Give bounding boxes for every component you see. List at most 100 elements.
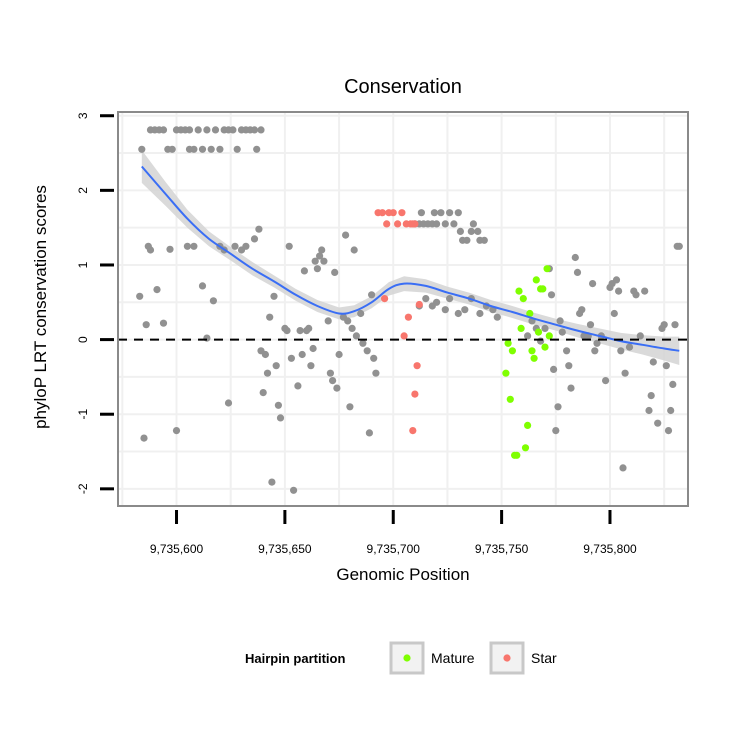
data-point-mature	[504, 339, 512, 347]
y-tick-label: 1	[76, 261, 90, 268]
y-axis: -2 -1 0 1 2 3	[76, 112, 114, 494]
data-point-other	[224, 399, 233, 407]
data-point-other	[250, 235, 259, 243]
smooth-trend-line	[141, 165, 680, 352]
x-axis: 9,735,600 9,735,650 9,735,700 9,735,750 9,73…	[150, 510, 637, 556]
data-point-other	[493, 313, 501, 321]
data-point-other	[348, 324, 356, 332]
x-tick-label: 9,735,700	[367, 542, 421, 556]
data-point-mature	[517, 324, 525, 332]
data-point-other	[463, 236, 471, 244]
data-point-other	[456, 227, 464, 235]
data-point-star	[404, 313, 412, 321]
data-point-other	[194, 126, 202, 134]
data-point-other	[669, 380, 677, 388]
data-point-other	[296, 327, 304, 335]
data-point-other	[259, 389, 267, 397]
data-point-other	[207, 145, 215, 153]
data-point-other	[649, 358, 657, 366]
data-point-other	[333, 384, 341, 392]
data-point-other	[342, 231, 350, 239]
legend-key-point	[503, 654, 511, 662]
data-point-star	[415, 300, 423, 309]
data-point-star	[381, 295, 389, 303]
data-point-star	[411, 390, 419, 398]
data-point-other	[610, 309, 618, 318]
data-point-other	[329, 377, 337, 385]
data-point-other	[231, 242, 239, 250]
data-point-other	[664, 427, 673, 435]
series-other	[136, 126, 683, 494]
data-point-other	[263, 369, 272, 377]
data-point-other	[270, 292, 278, 300]
data-point-other	[287, 354, 295, 362]
data-point-other	[211, 126, 220, 134]
data-point-other	[159, 126, 168, 134]
data-point-mature	[528, 347, 536, 355]
data-point-other	[454, 209, 462, 217]
data-point-other	[359, 339, 367, 347]
data-point-mature	[513, 451, 521, 459]
y-tick-label: -1	[76, 409, 90, 420]
data-point-other	[229, 126, 237, 134]
data-point-other	[591, 347, 599, 355]
data-point-other	[586, 321, 595, 329]
data-point-other	[172, 427, 181, 435]
data-point-other	[268, 478, 276, 486]
data-point-other	[433, 298, 441, 306]
data-point-other	[255, 225, 263, 233]
legend-title: Hairpin partition	[245, 651, 345, 666]
data-point-other	[365, 429, 373, 437]
data-point-other	[368, 291, 376, 299]
data-point-other	[446, 209, 454, 217]
x-tick-label: 9,735,750	[475, 542, 529, 556]
data-point-other	[554, 403, 562, 411]
data-point-other	[667, 406, 675, 415]
data-point-other	[285, 242, 293, 250]
data-point-other	[307, 362, 315, 370]
data-point-other	[250, 126, 259, 134]
chart-title: Conservation	[344, 76, 462, 98]
data-point-other	[654, 419, 662, 427]
data-point-other	[617, 347, 625, 355]
data-point-other	[344, 317, 352, 325]
data-points	[136, 126, 683, 494]
data-point-other	[300, 267, 308, 275]
x-tick-label: 9,735,600	[150, 542, 204, 556]
data-point-other	[662, 362, 670, 370]
data-point-other	[146, 246, 155, 254]
data-point-other	[552, 427, 560, 435]
data-point-other	[422, 295, 430, 303]
data-point-other	[524, 332, 532, 340]
data-point-other	[558, 328, 566, 336]
data-point-star	[383, 220, 391, 228]
data-point-other	[257, 126, 265, 134]
data-point-other	[612, 276, 621, 284]
data-point-other	[441, 220, 449, 228]
data-point-other	[203, 334, 211, 342]
data-point-other	[331, 268, 339, 276]
y-tick-label: 2	[76, 187, 90, 194]
data-point-other	[363, 347, 371, 355]
confidence-band	[141, 150, 680, 365]
data-point-other	[305, 324, 313, 332]
data-point-other	[433, 220, 441, 228]
data-point-mature	[508, 347, 516, 355]
data-point-other	[198, 145, 207, 153]
data-point-mature	[543, 265, 551, 273]
data-point-other	[541, 324, 549, 332]
data-point-other	[417, 209, 425, 217]
data-point-mature	[526, 309, 534, 318]
data-point-other	[294, 382, 302, 390]
legend-entry-mature: Mature	[389, 641, 475, 675]
data-point-other	[454, 309, 462, 318]
data-point-other	[185, 126, 194, 134]
data-point-other	[311, 257, 319, 265]
data-point-mature	[530, 354, 538, 362]
data-point-other	[636, 332, 644, 340]
data-point-other	[461, 306, 469, 314]
data-point-other	[183, 242, 191, 250]
data-point-other	[216, 145, 224, 153]
data-point-other	[274, 401, 282, 409]
